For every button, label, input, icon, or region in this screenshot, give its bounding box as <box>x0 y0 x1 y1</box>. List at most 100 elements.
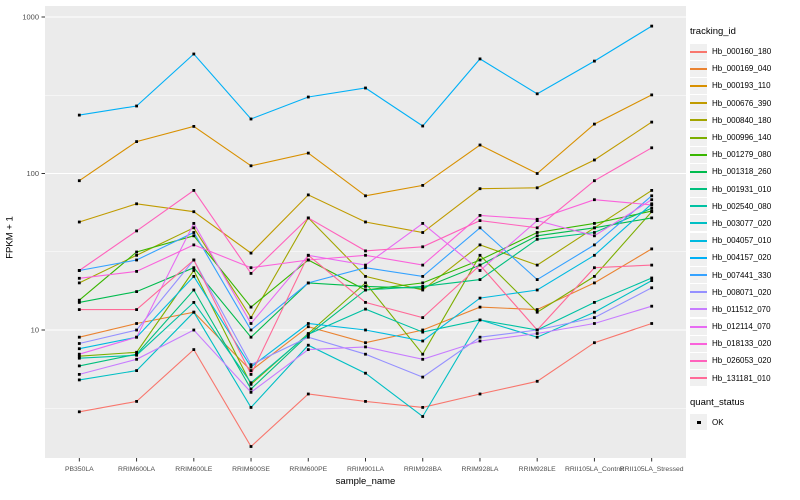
data-point <box>421 184 425 187</box>
data-point <box>535 278 539 281</box>
data-point <box>364 275 367 278</box>
legend-item: Hb_008071_020 <box>690 284 800 301</box>
legend-key-swatch <box>690 146 707 163</box>
data-point <box>593 179 596 183</box>
data-point <box>593 158 596 162</box>
legend-item-label: Hb_026053_020 <box>712 356 772 366</box>
data-point <box>478 278 482 281</box>
series-color-line-icon <box>690 84 707 87</box>
data-point <box>535 172 539 175</box>
data-point <box>192 210 196 214</box>
data-point <box>249 272 253 275</box>
data-point <box>364 285 367 288</box>
series-color-line-icon <box>690 102 707 105</box>
x-tick-label: RRIM600LE <box>175 466 212 473</box>
data-point <box>650 304 654 308</box>
legend-item-label: Hb_000193_110 <box>712 81 771 91</box>
x-tick-label: RRII105LA_Control <box>565 466 624 473</box>
legend-item: Hb_007441_330 <box>690 266 800 284</box>
data-point <box>364 400 367 403</box>
data-point <box>650 263 654 267</box>
data-point <box>249 373 253 376</box>
legend-item-label: Hb_000996_140 <box>712 133 772 143</box>
data-point <box>306 95 310 99</box>
series-color-line-icon <box>690 153 707 156</box>
data-point <box>421 330 425 334</box>
data-point <box>478 243 482 247</box>
y-axis-title: FPKM + 1 <box>4 216 16 259</box>
data-point <box>306 335 310 339</box>
data-point <box>364 194 367 198</box>
data-point <box>192 222 196 225</box>
data-point <box>421 124 425 128</box>
data-point <box>535 288 539 292</box>
data-point <box>249 117 253 121</box>
data-point <box>306 348 310 351</box>
legend-item-label: Hb_000676_390 <box>712 98 772 108</box>
x-tick-label: RRIM600PE <box>289 466 327 473</box>
data-point <box>650 24 654 28</box>
data-point <box>249 328 253 332</box>
data-point <box>421 316 425 319</box>
data-point <box>192 226 196 230</box>
legend-item: Hb_011512_070 <box>690 301 800 318</box>
data-point <box>249 316 253 319</box>
data-point <box>593 301 596 304</box>
data-point <box>135 353 138 357</box>
series-color-line-icon <box>690 136 707 139</box>
data-point <box>593 243 596 247</box>
series-color-line-icon <box>690 222 707 225</box>
data-point <box>77 301 81 304</box>
data-point <box>77 356 81 360</box>
data-point <box>306 253 310 257</box>
data-point <box>249 335 253 339</box>
data-point <box>421 375 425 379</box>
data-point <box>421 275 425 278</box>
legend-key-swatch <box>690 267 707 284</box>
data-point <box>364 288 367 292</box>
data-point <box>593 198 596 202</box>
data-point <box>249 369 253 372</box>
legend-key-swatch <box>690 301 707 318</box>
data-point <box>535 226 539 230</box>
data-point <box>535 263 539 267</box>
legend-item-label: Hb_000169_040 <box>712 64 772 74</box>
data-point <box>77 220 81 224</box>
legend-item-label: Hb_004057_010 <box>712 236 772 246</box>
data-point <box>364 328 367 332</box>
data-point <box>364 253 367 257</box>
data-point <box>478 296 482 300</box>
data-point <box>650 247 654 251</box>
data-point <box>192 231 196 234</box>
data-point <box>135 350 138 354</box>
data-point <box>593 222 596 225</box>
data-point <box>249 390 253 394</box>
data-point <box>192 348 196 351</box>
data-point <box>192 275 196 278</box>
data-point <box>77 410 81 414</box>
data-point <box>77 276 81 280</box>
data-point <box>478 187 482 191</box>
legend-item: Hb_018133_020 <box>690 335 800 352</box>
legend-key-swatch <box>690 249 707 266</box>
legend-item: Hb_000169_040 <box>690 60 800 77</box>
data-point <box>421 352 425 356</box>
data-point <box>249 381 253 385</box>
legend-item-label: Hb_007441_330 <box>712 270 772 280</box>
data-point <box>650 120 654 124</box>
data-point <box>421 222 425 225</box>
data-point <box>249 382 253 386</box>
data-point <box>249 406 253 409</box>
legend-item: Hb_001318_260 <box>690 163 800 180</box>
data-point <box>135 400 138 403</box>
legend-title-quant-status: quant_status <box>690 396 745 408</box>
data-point <box>593 234 596 238</box>
data-point <box>535 335 539 339</box>
legend-title-tracking-id: tracking_id <box>690 26 736 37</box>
legend-item-ok: OK <box>690 414 800 431</box>
x-tick-label: PB350LA <box>65 466 94 473</box>
legend-item-label: Hb_000160_180 <box>712 47 772 57</box>
data-point <box>650 194 654 198</box>
y-tick-label: 100 <box>26 169 39 178</box>
x-tick-label: RRIM600LA <box>118 466 155 473</box>
